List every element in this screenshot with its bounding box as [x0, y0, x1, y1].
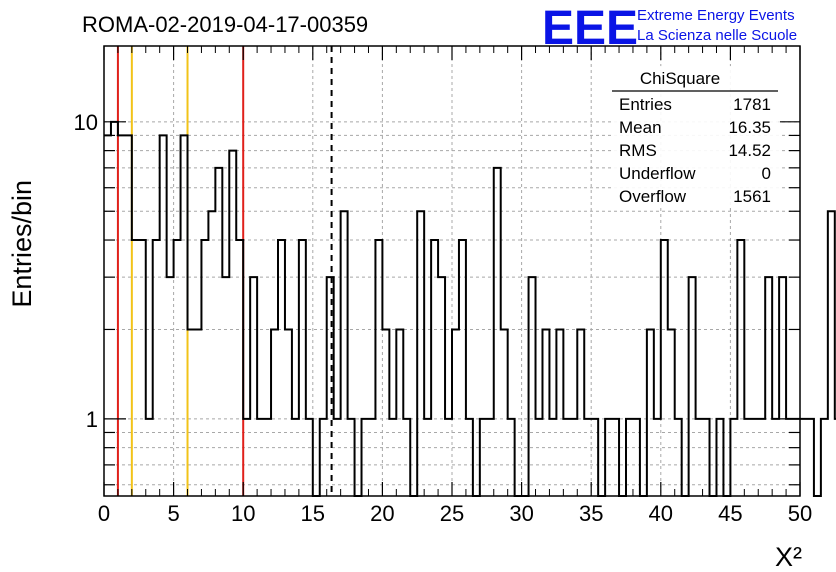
eee-logo-text: EEE — [542, 2, 638, 55]
stats-title: ChiSquare — [640, 69, 720, 88]
stats-mean-label: Mean — [619, 118, 662, 137]
stats-box-background — [612, 66, 780, 208]
y-tick-label: 10 — [74, 110, 98, 135]
x-tick-label: 35 — [579, 501, 603, 526]
x-tick-label: 0 — [98, 501, 110, 526]
y-axis-title: Entries/bin — [7, 180, 37, 308]
x-tick-label: 25 — [440, 501, 464, 526]
eee-logo-line1: Extreme Energy Events — [637, 7, 795, 24]
stats-mean-value: 16.35 — [728, 118, 771, 137]
y-tick-labels: 1 10 — [74, 110, 98, 432]
x-tick-label: 10 — [231, 501, 255, 526]
stats-rms-value: 14.52 — [728, 141, 771, 160]
stats-underflow-label: Underflow — [619, 164, 696, 183]
run-title: ROMA-02-2019-04-17-00359 — [82, 12, 368, 37]
axis-ticks — [103, 46, 801, 496]
y-tick-label: 1 — [86, 407, 98, 432]
x-tick-label: 45 — [718, 501, 742, 526]
stats-rms-label: RMS — [619, 141, 657, 160]
stats-entries-label: Entries — [619, 95, 672, 114]
x-tick-labels: 0 5 10 15 20 25 30 35 40 45 50 — [98, 501, 812, 526]
x-tick-label: 40 — [649, 501, 673, 526]
x-tick-label: 20 — [370, 501, 394, 526]
x-axis-title: X² — [775, 542, 802, 572]
eee-logo: EEE Extreme Energy Events La Scienza nel… — [542, 2, 797, 55]
stats-overflow-label: Overflow — [619, 187, 687, 206]
x-tick-label: 50 — [788, 501, 812, 526]
eee-logo-line2: La Scienza nelle Scuole — [637, 27, 797, 44]
x-tick-label: 30 — [509, 501, 533, 526]
marker-lines — [116, 46, 245, 496]
x-tick-label: 5 — [167, 501, 179, 526]
stats-box: ChiSquare Entries 1781 Mean 16.35 RMS 14… — [612, 66, 780, 208]
stats-entries-value: 1781 — [733, 95, 771, 114]
stats-underflow-value: 0 — [762, 164, 771, 183]
stats-overflow-value: 1561 — [733, 187, 771, 206]
x-tick-label: 15 — [301, 501, 325, 526]
